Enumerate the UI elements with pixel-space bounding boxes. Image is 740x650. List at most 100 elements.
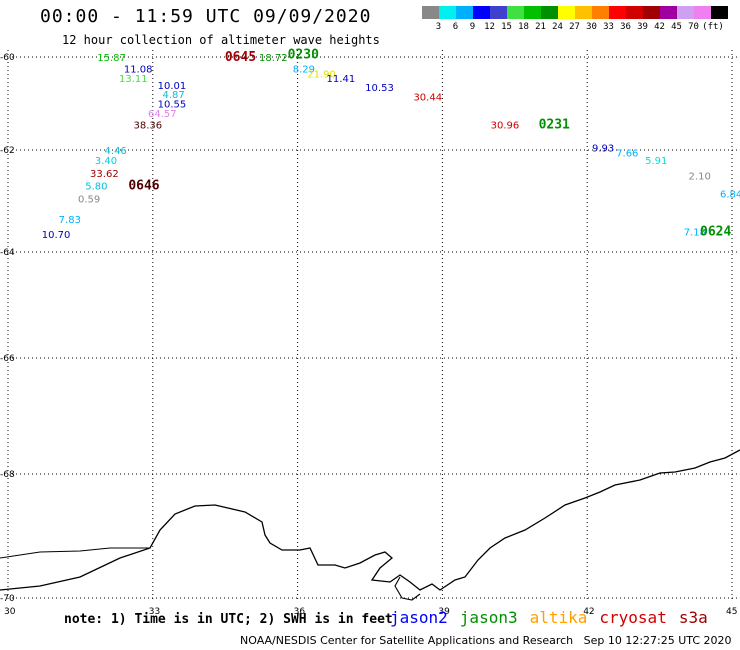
wave-height-value: 6.84 — [720, 189, 740, 200]
legend-item-s3a: s3a — [678, 608, 708, 627]
scale-label: 45 — [671, 22, 682, 32]
pass-time-labels: 0645 0230 0231 0646 0624 — [128, 48, 731, 240]
coastline-west — [0, 547, 150, 559]
lon-tick-label: 45 — [726, 607, 737, 617]
page-subtitle: 12 hour collection of altimeter wave hei… — [62, 33, 380, 47]
lat-tick-label: -62 — [0, 146, 15, 156]
scale-label: 15 — [501, 22, 512, 32]
wave-height-value: 13.11 — [119, 74, 148, 85]
wave-height-value: 11.08 — [124, 65, 153, 76]
scale-label: 42 — [654, 22, 665, 32]
wave-height-value: 10.70 — [42, 230, 71, 241]
scale-swatch — [490, 6, 507, 19]
wave-height-value: 4.87 — [162, 90, 184, 101]
scale-swatch — [609, 6, 626, 19]
credit-line: NOAA/NESDIS Center for Satellite Applica… — [240, 634, 732, 647]
wave-height-value: 3.40 — [95, 156, 117, 167]
scale-label: 30 — [586, 22, 597, 32]
wave-height-value: 7.83 — [59, 215, 81, 226]
wave-height-value: 0.59 — [78, 194, 100, 205]
lat-tick-label: -60 — [0, 53, 15, 63]
legend-item-jason2: jason2 — [390, 608, 448, 627]
scale-swatch — [473, 6, 490, 19]
scale-swatch — [660, 6, 677, 19]
wave-height-value: 18.72 — [259, 53, 288, 64]
legend-item-altika: altika — [529, 608, 588, 627]
scale-label: 24 — [552, 22, 563, 32]
wave-height-value: 4.46 — [105, 146, 127, 157]
legend-item-jason3: jason3 — [459, 608, 518, 627]
scale-swatch — [694, 6, 711, 19]
pass-time-value: 0645 — [225, 50, 256, 65]
pass-time-value: 0646 — [128, 179, 159, 194]
scale-swatch — [626, 6, 643, 19]
pass-time-value: 0230 — [288, 48, 319, 63]
footer-note: note: 1) Time is in UTC; 2) SWH is in fe… — [64, 612, 393, 627]
lat-tick-label: -68 — [0, 470, 15, 480]
scale-swatch — [422, 6, 439, 19]
wave-height-value: 30.44 — [413, 93, 442, 104]
scale-label: 12 — [484, 22, 495, 32]
coastline — [0, 449, 740, 591]
pass-time-value: 0231 — [539, 117, 570, 132]
color-scale-labels: 3 6 9 12 15 18 21 24 27 30 33 36 39 42 45 70 (ft) — [422, 22, 740, 34]
legend-item-cryosat: cryosat — [599, 608, 667, 627]
scale-label: 70 — [688, 22, 699, 32]
lon-tick-label: 30 — [4, 607, 16, 617]
wave-height-value: 10.01 — [158, 81, 187, 92]
scale-swatch — [439, 6, 456, 19]
coastline-inlet — [394, 576, 421, 601]
lon-tick-label: 36 — [294, 607, 306, 617]
graticule-grid — [7, 50, 740, 600]
wave-height-value: 21.90 — [307, 69, 336, 80]
wave-height-value: 64.57 — [148, 109, 177, 120]
lon-tick-label: 42 — [583, 607, 594, 617]
wave-height-value: 7.66 — [616, 149, 638, 160]
axis-labels: 30 33 36 39 42 45 -60 -62 -64 -66 -68 -70 — [0, 53, 737, 617]
scale-label: 6 — [452, 22, 459, 32]
scale-swatch — [711, 6, 728, 19]
wave-height-value: 38.36 — [133, 120, 162, 131]
scale-label: 39 — [637, 22, 648, 32]
wave-height-value: 5.80 — [85, 182, 107, 193]
scale-swatch — [456, 6, 473, 19]
satellite-legend: jason2 jason3 altika cryosat s3a — [390, 608, 720, 627]
scale-label: 9 — [469, 22, 476, 32]
lat-tick-label: -64 — [0, 248, 15, 258]
scale-swatch — [592, 6, 609, 19]
wave-height-value: 5.91 — [645, 156, 667, 167]
scale-swatch — [643, 6, 660, 19]
scale-swatch — [524, 6, 541, 19]
lat-tick-label: -66 — [0, 354, 15, 364]
wave-height-value: 8.29 — [293, 65, 315, 76]
scale-label: 27 — [569, 22, 580, 32]
pass-time-value: 0624 — [700, 225, 731, 240]
scale-label: 36 — [620, 22, 631, 32]
wave-height-value: 10.55 — [158, 100, 187, 111]
lat-tick-label: -70 — [0, 594, 15, 604]
scale-swatch — [677, 6, 694, 19]
scale-swatch — [541, 6, 558, 19]
wave-height-value: 15.87 — [97, 53, 126, 64]
wave-height-value: 7.18 — [684, 228, 706, 239]
scale-swatch — [575, 6, 592, 19]
lon-tick-label: 33 — [149, 607, 160, 617]
scale-label: (ft) — [702, 22, 724, 32]
page-title: 00:00 - 11:59 UTC 09/09/2020 — [40, 6, 372, 27]
scale-swatch — [507, 6, 524, 19]
wave-height-value: 11.41 — [327, 74, 356, 85]
color-scale-bar — [422, 6, 728, 19]
wave-height-value: 30.96 — [491, 120, 520, 131]
lon-tick-label: 39 — [438, 607, 450, 617]
wave-height-value: 9.93 — [592, 144, 614, 155]
scale-label: 18 — [518, 22, 529, 32]
wave-height-value: 2.10 — [689, 172, 711, 183]
wave-height-value: 33.62 — [90, 169, 119, 180]
wave-height-value: 10.53 — [365, 83, 394, 94]
scale-label: 33 — [603, 22, 614, 32]
scale-swatch — [558, 6, 575, 19]
scale-label: 21 — [535, 22, 546, 32]
scale-label: 3 — [435, 22, 442, 32]
